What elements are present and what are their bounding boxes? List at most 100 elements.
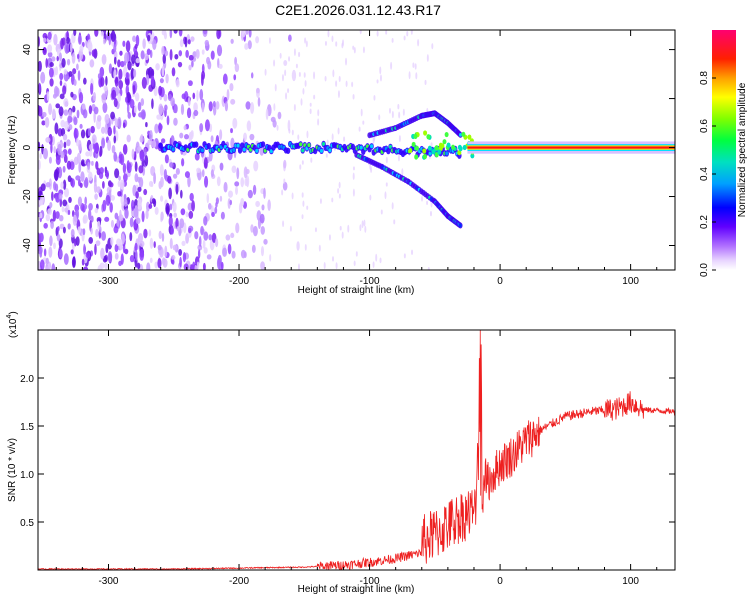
spectrogram-noise-blob [288, 128, 291, 134]
spectrogram-noise-blob [190, 36, 195, 42]
spectrogram-noise-blob [171, 259, 175, 265]
spectrogram-noise-blob [257, 97, 261, 107]
spectrogram-noise-blob [50, 220, 54, 229]
spectrogram-noise-blob [185, 211, 189, 218]
spectrogram-noise-blob [38, 82, 41, 93]
spectrogram-noise-blob [149, 237, 154, 249]
spectrogram-noise-blob [90, 215, 94, 223]
colorbar-tick-label: 0.4 [699, 167, 710, 181]
spectrogram-y-label: Frequency (Hz) [7, 116, 18, 185]
spectrogram-noise-blob [273, 59, 276, 67]
spectrogram-noise-blob [323, 262, 326, 270]
spectrogram-noise-blob [304, 243, 307, 251]
spectrogram-noise-blob [90, 82, 94, 95]
spectrogram-noise-blob [188, 54, 194, 61]
spectrogram-noise-blob [187, 96, 191, 107]
spectrogram-cluster [423, 130, 428, 136]
spectrogram-noise-blob [59, 79, 63, 87]
spectrogram-noise-blob [118, 175, 121, 181]
spectrogram-cluster [467, 134, 472, 140]
spectrogram-noise-blob [234, 181, 240, 187]
spectrogram-noise-blob [67, 223, 71, 230]
spectrogram-noise-blob [342, 39, 345, 47]
spectrogram-noise-blob [264, 68, 267, 76]
snr-exponent: (x104) [6, 311, 19, 338]
spectrogram-noise-blob [274, 83, 277, 92]
spectrogram-noise-blob [364, 225, 367, 233]
spectrogram-noise-blob [124, 248, 129, 255]
spectrogram-noise-blob [139, 151, 145, 162]
spectrogram-noise-blob [68, 70, 73, 78]
spectrogram-noise-blob [108, 33, 112, 46]
spectrogram-noise-blob [250, 224, 254, 233]
spectrogram-noise-blob [380, 209, 383, 215]
spectrogram-noise-blob [76, 54, 80, 60]
spectrogram-noise-blob [282, 220, 285, 228]
spectrogram-noise-blob [214, 206, 218, 214]
spectrogram-noise-blob [76, 152, 81, 164]
spectrogram-noise-blob [317, 118, 320, 126]
spectrogram-noise-blob [163, 94, 168, 102]
spectrogram-noise-blob [80, 129, 86, 139]
spectrogram-noise-blob [429, 210, 432, 217]
spectrogram-noise-blob [83, 179, 89, 188]
spectrogram-noise-blob [46, 91, 50, 102]
spectrogram-noise-blob [204, 175, 209, 188]
spectrogram-noise-blob [88, 209, 92, 221]
spectrogram-noise-blob [108, 63, 113, 74]
snr-panel: -300 -200 -100 0 100 0.5 1.0 1.5 2.0 Height of … [6, 311, 676, 595]
spectrogram-noise-blob [107, 139, 112, 152]
spectrogram-noise-blob [158, 230, 162, 240]
spectrogram-noise-blob [41, 111, 47, 118]
spectrogram-noise-blob [338, 181, 341, 189]
spectrogram-noise-blob [193, 102, 198, 112]
spectrogram-noise-blob [376, 30, 379, 37]
spectrogram-noise-blob [94, 193, 98, 200]
spectrogram-noise-blob [229, 199, 233, 206]
spectrogram-noise-blob [83, 77, 87, 85]
spectrogram-noise-blob [379, 257, 382, 264]
spectrogram-noise-blob [268, 37, 271, 44]
spectrogram-noise-blob [210, 169, 214, 177]
spectrogram-noise-blob [261, 204, 265, 211]
spectrogram-noise-blob [52, 209, 57, 222]
spectrogram-noise-blob [170, 226, 175, 235]
spectrogram-noise-blob [360, 108, 363, 117]
spectrogram-noise-blob [204, 119, 210, 132]
spectrogram-noise-blob [162, 258, 168, 268]
spectrogram-noise-blob [236, 167, 240, 180]
spectrogram-noise-blob [143, 228, 148, 239]
spectrogram-noise-blob [67, 209, 71, 216]
snr-x-tick-label: 100 [622, 576, 639, 587]
spectrogram-noise-blob [146, 48, 151, 56]
spectrogram-noise-blob [70, 91, 74, 98]
spectrogram-noise-blob [48, 156, 52, 164]
spectrogram-noise-blob [38, 60, 42, 72]
spectrogram-y-tick-label: -20 [22, 189, 33, 204]
snr-x-tick-label: -300 [98, 576, 118, 587]
spectrogram-noise-blob [126, 134, 131, 143]
spectrogram-noise-blob [248, 30, 252, 38]
spectrogram-noise-blob [277, 111, 282, 120]
spectrogram-noise-blob [397, 154, 400, 162]
spectrogram-noise-blob [373, 95, 376, 101]
spectrogram-noise-blob [152, 39, 157, 50]
spectrogram-noise-blob [198, 235, 202, 248]
spectrogram-noise-blob [93, 106, 99, 115]
spectrogram-noise-blob [165, 73, 169, 84]
spectrogram-noise-blob [129, 232, 133, 242]
spectrogram-noise-blob [172, 201, 177, 213]
spectrogram-noise-blob [85, 252, 91, 259]
spectrogram-noise-blob [161, 232, 165, 243]
spectrogram-noise-blob [291, 129, 294, 136]
spectrogram-noise-blob [306, 205, 309, 210]
spectrogram-noise-blob [245, 30, 249, 35]
spectrogram-noise-blob [111, 89, 117, 100]
spectrogram-noise-blob [90, 125, 95, 134]
spectrogram-noise-blob [196, 90, 199, 102]
spectrogram-noise-blob [426, 200, 429, 205]
spectrogram-noise-blob [302, 200, 305, 207]
spectrogram-noise-blob [103, 85, 108, 92]
spectrogram-noise-blob [222, 73, 228, 85]
spectrogram-noise-blob [151, 140, 157, 149]
